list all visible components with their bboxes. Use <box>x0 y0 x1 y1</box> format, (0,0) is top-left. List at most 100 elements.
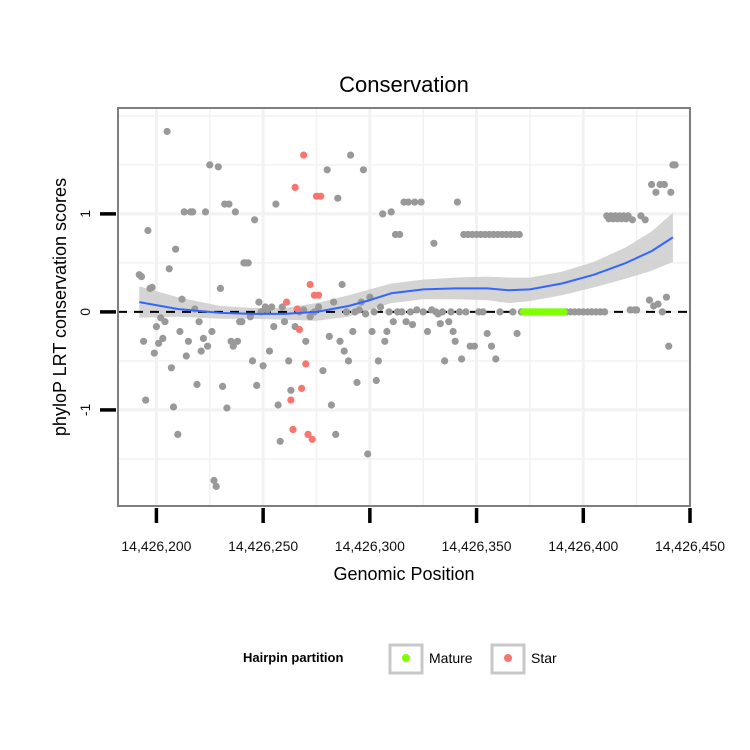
star-point <box>293 305 301 313</box>
data-point <box>340 347 348 355</box>
data-point <box>398 308 406 316</box>
legend-label-star: Star <box>531 650 557 666</box>
data-point <box>225 200 233 208</box>
data-point <box>383 327 391 336</box>
star-point <box>283 298 291 306</box>
data-point <box>396 230 404 239</box>
data-point <box>334 194 342 202</box>
data-point <box>438 308 446 316</box>
data-point <box>496 308 504 316</box>
data-point <box>665 342 673 350</box>
data-point <box>197 347 205 355</box>
data-point <box>251 216 259 224</box>
data-point <box>174 430 182 438</box>
data-point <box>515 230 523 239</box>
legend-dot-star <box>504 654 512 662</box>
data-point <box>148 283 156 291</box>
data-point <box>244 259 252 267</box>
data-point <box>233 337 242 345</box>
data-point <box>248 357 257 365</box>
data-point <box>419 308 427 316</box>
data-point <box>150 349 158 357</box>
data-point <box>223 404 231 412</box>
data-point <box>231 208 239 216</box>
x-tick-label: 14,426,450 <box>655 538 725 554</box>
data-point <box>487 342 496 350</box>
star-point <box>317 192 325 200</box>
data-point <box>246 313 254 321</box>
data-point <box>479 308 487 316</box>
data-point <box>662 293 671 301</box>
data-point <box>167 364 175 372</box>
data-point <box>385 308 393 316</box>
data-point <box>208 327 216 336</box>
star-point <box>304 430 312 438</box>
data-point <box>449 327 457 336</box>
data-point <box>451 337 459 345</box>
data-point <box>430 239 438 247</box>
data-point <box>389 318 397 326</box>
data-point <box>169 403 178 411</box>
data-point <box>417 198 425 206</box>
data-point <box>353 378 361 387</box>
data-point <box>458 355 466 363</box>
data-point <box>323 166 331 174</box>
x-tick-label: 14,426,200 <box>121 538 191 554</box>
data-point <box>201 208 210 216</box>
data-point <box>206 161 214 169</box>
data-point <box>306 313 314 321</box>
data-point <box>372 376 380 385</box>
data-point <box>182 352 190 360</box>
data-point <box>374 357 382 365</box>
data-point <box>436 320 444 328</box>
data-point <box>172 245 180 253</box>
x-tick-label: 14,426,250 <box>228 538 298 554</box>
plot-panel <box>117 107 692 507</box>
data-point <box>641 216 649 224</box>
data-point <box>204 342 212 350</box>
data-point <box>671 161 679 169</box>
data-point <box>455 308 464 316</box>
data-point <box>376 303 385 311</box>
data-point <box>344 357 353 365</box>
data-point <box>253 381 261 389</box>
data-point <box>645 296 654 304</box>
star-point <box>295 325 303 334</box>
x-axis: 14,426,200 14,426,250 14,426,300 14,426,350… <box>121 508 725 554</box>
confidence-ribbon <box>139 212 673 321</box>
legend: Hairpin partition Mature Star <box>243 643 557 675</box>
data-point <box>368 327 376 336</box>
data-point <box>628 216 637 224</box>
data-point <box>212 482 220 490</box>
data-point <box>184 337 192 345</box>
star-point <box>291 183 299 191</box>
data-point <box>315 303 323 311</box>
data-point <box>199 334 207 342</box>
data-point <box>161 318 169 326</box>
data-point <box>359 166 367 174</box>
data-point <box>453 198 461 206</box>
data-point <box>342 308 350 316</box>
data-point <box>379 210 387 218</box>
data-point <box>364 450 372 458</box>
data-point <box>325 332 333 340</box>
star-point <box>289 425 297 434</box>
legend-dot-mature <box>402 654 410 662</box>
smooth-trend-line <box>139 236 674 315</box>
data-point <box>180 208 188 216</box>
x-axis-title: Genomic Position <box>333 564 474 584</box>
data-point <box>280 318 289 326</box>
data-point <box>238 318 246 326</box>
data-point <box>336 337 344 345</box>
data-point <box>142 396 150 404</box>
legend-title: Hairpin partition <box>243 650 343 665</box>
star-point <box>306 280 314 289</box>
y-tick-label: -1 <box>77 403 93 416</box>
data-point <box>402 318 410 326</box>
data-point <box>189 208 197 216</box>
data-point <box>178 295 186 303</box>
data-point <box>667 188 675 196</box>
mature-point <box>560 308 568 316</box>
x-tick-label: 14,426,400 <box>548 538 618 554</box>
